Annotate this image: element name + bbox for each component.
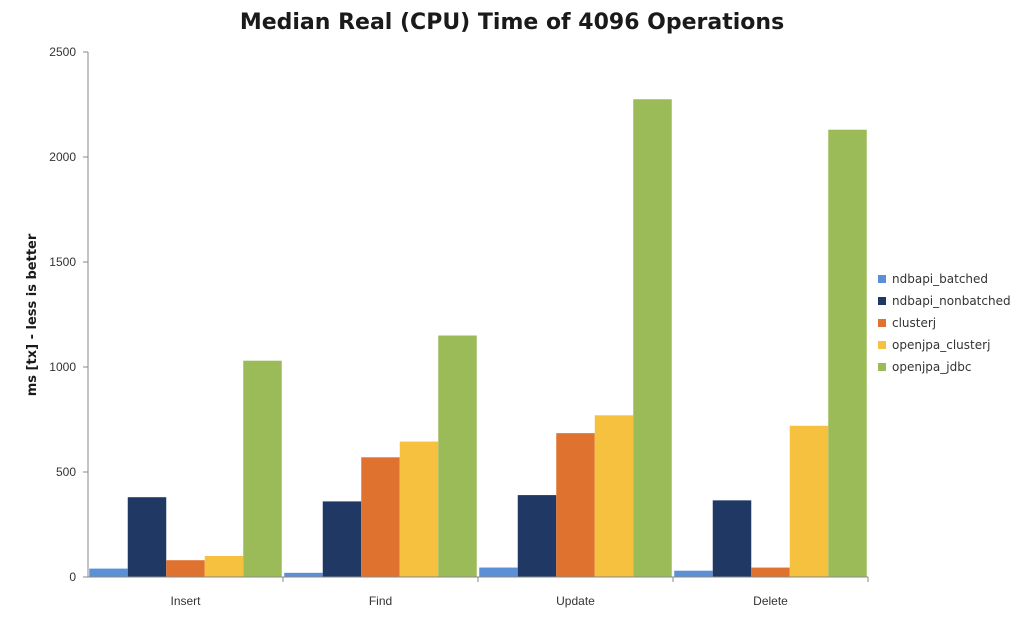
x-tick-label: Update <box>556 594 595 608</box>
bar-openjpa_jdbc-insert <box>243 360 282 577</box>
legend-swatch <box>878 341 886 349</box>
legend-label: openjpa_jdbc <box>892 360 972 374</box>
bar-clusterj-update <box>556 433 595 577</box>
bar-openjpa_jdbc-find <box>438 335 477 577</box>
y-tick-label: 0 <box>69 570 76 584</box>
legend-item: ndbapi_nonbatched <box>878 290 1011 312</box>
y-tick-label: 500 <box>56 465 76 479</box>
bar-ndbapi_nonbatched-insert <box>127 497 167 577</box>
y-axis: 0 500 1000 1500 2000 2500 <box>49 45 89 584</box>
bar-openjpa_jdbc-update <box>633 99 672 577</box>
bar-clusterj-insert <box>166 560 205 577</box>
bar-openjpa_clusterj-delete <box>789 425 829 577</box>
y-tick-label: 2500 <box>49 45 76 59</box>
y-tick-label: 2000 <box>49 150 76 164</box>
legend-label: ndbapi_batched <box>892 272 989 286</box>
bar-clusterj-find <box>361 457 400 577</box>
legend-swatch <box>878 319 886 327</box>
bar-openjpa_jdbc-delete <box>828 129 867 577</box>
legend-swatch <box>878 363 886 371</box>
bars <box>89 99 867 577</box>
bar-ndbapi_nonbatched-update <box>517 495 557 577</box>
legend-item: ndbapi_batched <box>878 268 1011 290</box>
y-tick-label: 1000 <box>49 360 76 374</box>
bar-ndbapi_nonbatched-find <box>322 501 362 577</box>
bar-clusterj-delete <box>751 567 790 577</box>
bar-ndbapi_batched-insert <box>89 568 128 577</box>
legend-item: openjpa_jdbc <box>878 356 1011 378</box>
x-tick-label: Find <box>369 594 392 608</box>
bar-openjpa_clusterj-insert <box>204 556 244 577</box>
x-axis: Insert Find Update Delete <box>88 576 869 608</box>
legend-swatch <box>878 275 886 283</box>
bar-openjpa_clusterj-find <box>399 441 439 577</box>
legend-label: ndbapi_nonbatched <box>892 294 1011 308</box>
legend-item: openjpa_clusterj <box>878 334 1011 356</box>
legend-label: clusterj <box>892 316 937 330</box>
legend: ndbapi_batched ndbapi_nonbatched clusterj o… <box>878 268 1011 378</box>
bar-ndbapi_batched-find <box>284 572 323 577</box>
legend-item: clusterj <box>878 312 1011 334</box>
legend-swatch <box>878 297 886 305</box>
y-axis-label: ms [tx] - less is better <box>25 233 40 396</box>
bar-ndbapi_batched-delete <box>674 570 713 577</box>
x-tick-label: Delete <box>753 594 788 608</box>
legend-label: openjpa_clusterj <box>892 338 991 352</box>
bar-ndbapi_nonbatched-delete <box>712 500 752 577</box>
x-tick-label: Insert <box>170 594 201 608</box>
bar-ndbapi_batched-update <box>479 567 518 577</box>
y-tick-label: 1500 <box>49 255 76 269</box>
chart-title: Median Real (CPU) Time of 4096 Operation… <box>239 10 785 35</box>
bar-openjpa_clusterj-update <box>594 415 634 577</box>
